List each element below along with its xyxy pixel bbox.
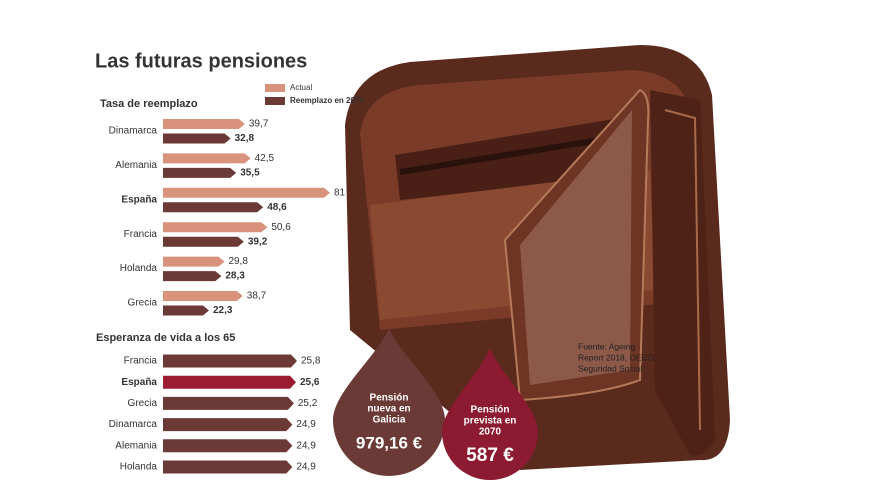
- category-label: Alemania: [115, 440, 157, 451]
- bar: [163, 396, 294, 410]
- value-label: 24,9: [296, 462, 316, 473]
- value-label: 48,6: [267, 202, 287, 213]
- bar: [163, 418, 293, 432]
- bar: [163, 119, 245, 129]
- bar: [163, 187, 330, 198]
- value-label: 42,5: [255, 153, 275, 164]
- drop-label: 2070: [479, 427, 502, 438]
- drop-label: prevista en: [464, 416, 517, 427]
- chart-subtitle: Tasa de reemplazo: [100, 98, 198, 110]
- title: Las futuras pensiones: [95, 50, 307, 72]
- bar: [163, 222, 268, 233]
- bar: [163, 439, 293, 453]
- drop: [442, 348, 538, 480]
- category-label: Grecia: [128, 298, 158, 309]
- bar: [163, 354, 297, 368]
- drop: [333, 328, 445, 476]
- category-label: Francia: [124, 229, 158, 240]
- bar: [163, 202, 264, 213]
- drop-label: Pensión: [370, 393, 409, 404]
- value-label: 39,2: [248, 236, 268, 247]
- category-label: España: [121, 194, 157, 205]
- value-label: 28,3: [225, 271, 245, 282]
- drop-amount: 979,16 €: [356, 433, 423, 452]
- value-label: 81: [334, 187, 346, 198]
- value-label: 38,7: [247, 291, 267, 302]
- bar: [163, 236, 244, 247]
- bar: [163, 291, 243, 301]
- source-note: Seguridad Social: [578, 363, 642, 373]
- source-note: Report 2018, OECD,: [578, 352, 656, 362]
- bar: [163, 460, 293, 474]
- legend-label: Reemplazo en 2070: [290, 96, 364, 105]
- bar: [163, 133, 231, 144]
- value-label: 50,6: [271, 222, 291, 233]
- value-label: 25,2: [298, 398, 318, 409]
- value-label: 35,5: [240, 168, 260, 179]
- drop-amount: 587 €: [466, 445, 514, 466]
- bar: [163, 256, 225, 267]
- drop-label: nueva en: [367, 404, 410, 415]
- bar: [163, 153, 251, 164]
- charts: Tasa de reemplazo Actual Reemplazo en 2070…: [96, 83, 364, 474]
- category-label: Dinamarca: [109, 419, 158, 430]
- legend-swatch: [265, 84, 285, 92]
- category-label: España: [121, 377, 157, 388]
- drop-label: Pensión: [471, 405, 510, 416]
- value-label: 22,3: [213, 305, 233, 316]
- value-label: 24,9: [296, 440, 316, 451]
- bar: [163, 271, 222, 282]
- value-label: 29,8: [228, 256, 248, 267]
- bar: [163, 375, 296, 389]
- value-label: 25,8: [301, 356, 321, 367]
- category-label: Dinamarca: [109, 126, 158, 137]
- category-label: Francia: [124, 356, 158, 367]
- legend-label: Actual: [290, 83, 312, 92]
- legend-swatch: [265, 97, 285, 105]
- value-label: 39,7: [249, 119, 269, 130]
- chart-subtitle: Esperanza de vida a los 65: [96, 332, 235, 344]
- category-label: Holanda: [120, 462, 158, 473]
- drop-label: Galicia: [373, 415, 406, 426]
- category-label: Grecia: [128, 398, 158, 409]
- bar: [163, 167, 237, 178]
- value-label: 25,6: [300, 377, 320, 388]
- category-label: Holanda: [120, 263, 158, 274]
- source-note: Fuente: Ageing: [578, 341, 635, 351]
- category-label: Alemania: [115, 160, 157, 171]
- bar: [163, 305, 209, 316]
- wallet-illustration: [345, 45, 730, 470]
- value-label: 24,9: [296, 419, 316, 430]
- value-label: 32,8: [235, 133, 255, 144]
